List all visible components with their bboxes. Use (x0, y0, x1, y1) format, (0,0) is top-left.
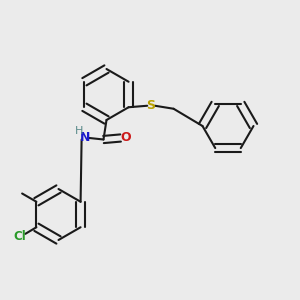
Text: H: H (75, 126, 83, 136)
Text: S: S (147, 99, 156, 112)
Text: O: O (120, 131, 131, 145)
Text: N: N (80, 131, 91, 145)
Text: Cl: Cl (14, 230, 26, 243)
